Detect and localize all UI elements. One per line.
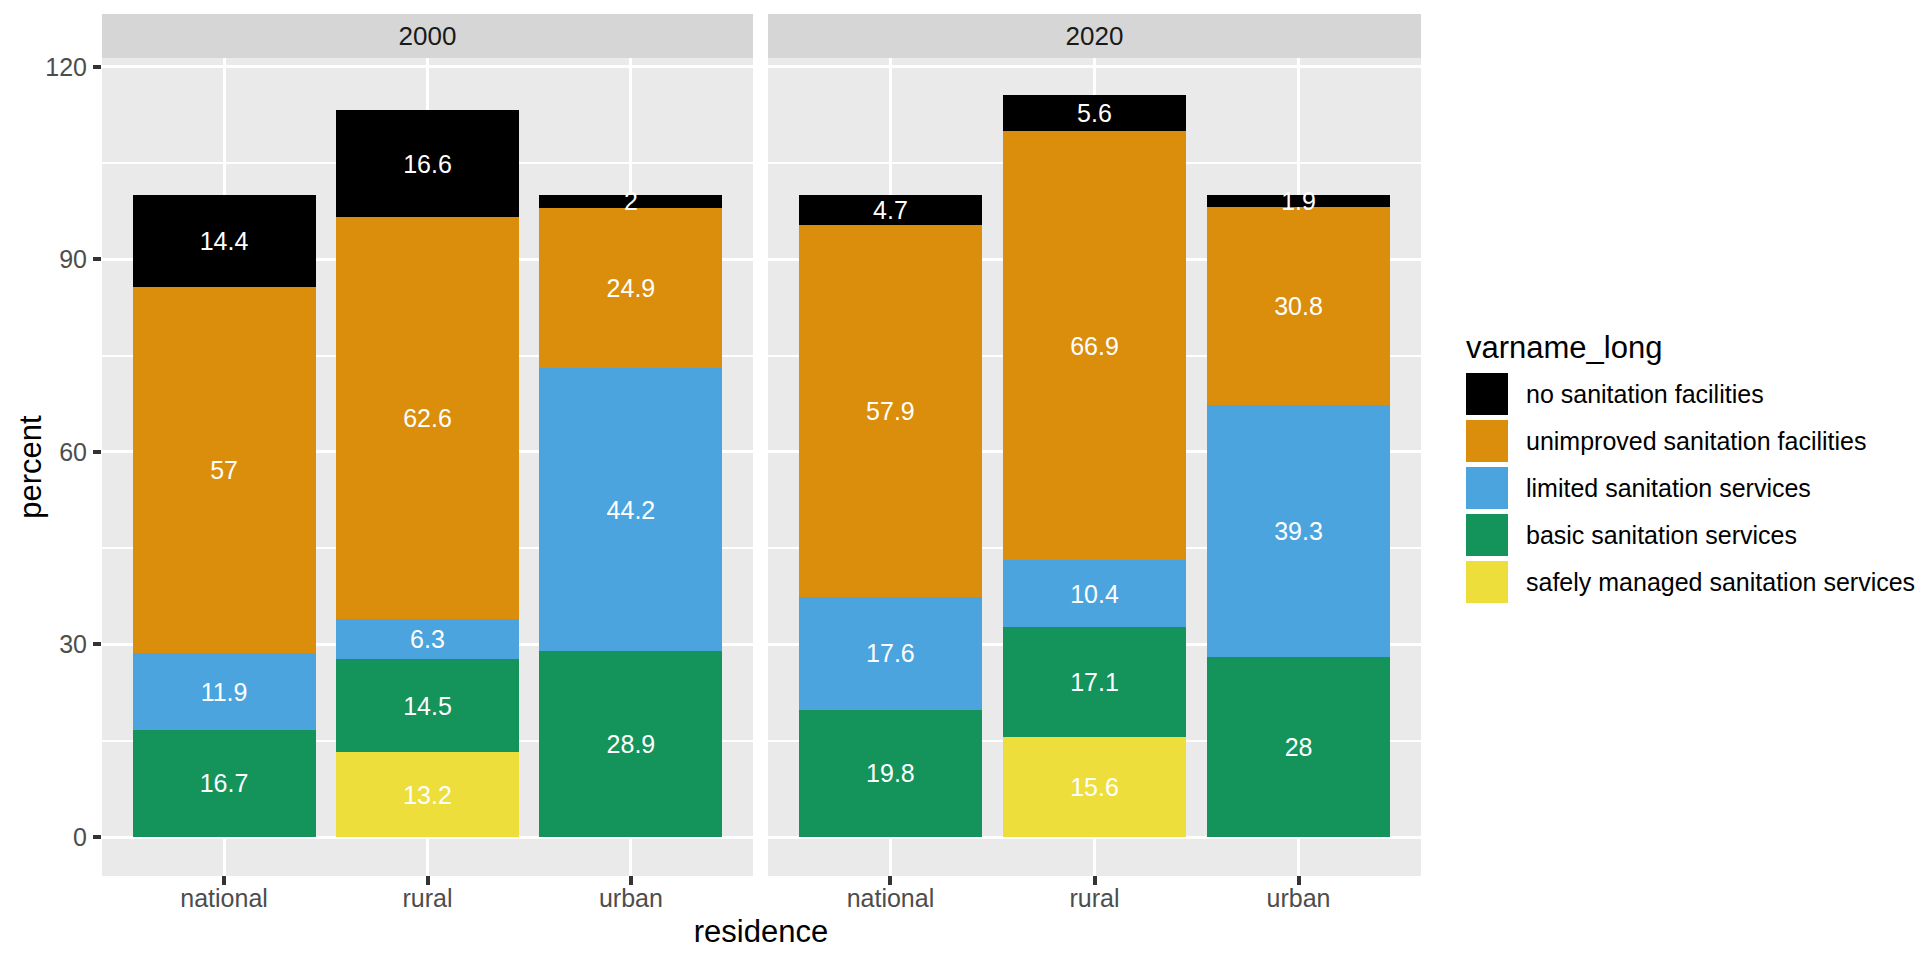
bar-value-label: 5.6 bbox=[1003, 100, 1187, 125]
bar-value-label: 2 bbox=[539, 189, 722, 214]
legend-swatch-none bbox=[1466, 373, 1508, 415]
bar-value-label: 11.9 bbox=[133, 679, 316, 704]
y-tick-label: 90 bbox=[0, 247, 87, 272]
bar-value-label: 17.6 bbox=[799, 641, 983, 666]
y-axis-title-column: percent bbox=[0, 0, 62, 934]
y-tick-label: 120 bbox=[0, 54, 87, 79]
legend-label: no sanitation facilities bbox=[1526, 373, 1764, 415]
facet-panel: 19.8 17.6 57.9 4.7 15.6 17.1 10.4 66.9 5.6 28 39.3… bbox=[768, 58, 1421, 876]
bar-value-label: 39.3 bbox=[1207, 519, 1391, 544]
bar-value-label: 62.6 bbox=[336, 405, 519, 430]
legend-swatch-safely bbox=[1466, 561, 1508, 603]
bar-value-label: 24.9 bbox=[539, 275, 722, 300]
bar-value-label: 14.5 bbox=[336, 693, 519, 718]
stacked-bar-chart-figure: percent residence 0 30 60 90 120 2000 16.7 11.… bbox=[0, 0, 1920, 960]
legend-swatch-basic bbox=[1466, 514, 1508, 556]
x-tick-label: national bbox=[180, 886, 268, 911]
x-tick-label: rural bbox=[402, 886, 452, 911]
facet-strip-label: 2020 bbox=[1066, 21, 1124, 52]
x-tick-label: urban bbox=[1267, 886, 1331, 911]
y-tick-label: 30 bbox=[0, 632, 87, 657]
y-tick-mark bbox=[93, 835, 101, 839]
x-tick-label: urban bbox=[599, 886, 663, 911]
bar-value-label: 66.9 bbox=[1003, 333, 1187, 358]
facet-strip: 2020 bbox=[768, 14, 1421, 58]
bar-value-label: 15.6 bbox=[1003, 774, 1187, 799]
x-tick-label: national bbox=[847, 886, 935, 911]
y-tick-label: 60 bbox=[0, 439, 87, 464]
bar-value-label: 13.2 bbox=[336, 782, 519, 807]
facet-strip-label: 2000 bbox=[399, 21, 457, 52]
bar-value-label: 19.8 bbox=[799, 761, 983, 786]
facet-strip: 2000 bbox=[102, 14, 753, 58]
legend-label: limited sanitation services bbox=[1526, 467, 1811, 509]
bar-value-label: 6.3 bbox=[336, 626, 519, 651]
bar-value-label: 28.9 bbox=[539, 732, 722, 757]
bar-value-label: 16.7 bbox=[133, 771, 316, 796]
legend-label: unimproved sanitation facilities bbox=[1526, 420, 1866, 462]
y-tick-mark bbox=[93, 642, 101, 646]
bar-value-label: 57 bbox=[133, 458, 316, 483]
x-axis-title: residence bbox=[694, 916, 828, 947]
bar-value-label: 16.6 bbox=[336, 151, 519, 176]
facet-panel: 16.7 11.9 57 14.4 13.2 14.5 6.3 62.6 16.6 28.9 44.… bbox=[102, 58, 753, 876]
bar-value-label: 10.4 bbox=[1003, 581, 1187, 606]
bar-value-label: 1.9 bbox=[1207, 189, 1391, 214]
legend-swatch-unimproved bbox=[1466, 420, 1508, 462]
legend-label: safely managed sanitation services bbox=[1526, 561, 1915, 603]
legend-label: basic sanitation services bbox=[1526, 514, 1797, 556]
legend-title: varname_long bbox=[1466, 332, 1662, 363]
bar-value-label: 44.2 bbox=[539, 497, 722, 522]
legend-swatch-limited bbox=[1466, 467, 1508, 509]
bar-value-label: 14.4 bbox=[133, 229, 316, 254]
bar-value-label: 30.8 bbox=[1207, 294, 1391, 319]
x-tick-label: rural bbox=[1069, 886, 1119, 911]
y-tick-mark bbox=[93, 257, 101, 261]
y-tick-mark bbox=[93, 450, 101, 454]
bar-value-label: 57.9 bbox=[799, 399, 983, 424]
bar-value-label: 4.7 bbox=[799, 198, 983, 223]
bar-value-label: 28 bbox=[1207, 735, 1391, 760]
y-tick-label: 0 bbox=[0, 825, 87, 850]
bar-value-label: 17.1 bbox=[1003, 669, 1187, 694]
y-tick-mark bbox=[93, 65, 101, 69]
y-axis-title: percent bbox=[13, 415, 49, 518]
